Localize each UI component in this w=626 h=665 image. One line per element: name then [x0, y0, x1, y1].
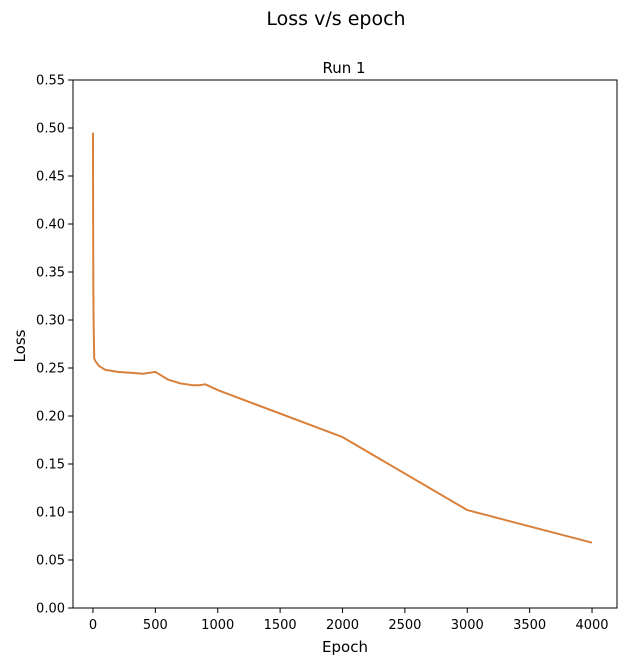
loss-series-line	[91, 132, 593, 544]
y-tick-label: 0.10	[36, 506, 65, 521]
y-tick-label: 0.50	[36, 122, 65, 137]
x-axis: 0 500 1000 1500 2000 2500 3000 3500 4000	[89, 608, 609, 633]
x-tick-label: 500	[143, 618, 168, 633]
x-tick-label: 2000	[326, 618, 359, 633]
x-tick-label: 3500	[513, 618, 546, 633]
y-axis-label: Loss	[11, 329, 29, 362]
plot-area	[91, 132, 593, 544]
y-tick-label: 0.55	[36, 74, 65, 89]
y-tick-label: 0.00	[36, 602, 65, 617]
plot-frame	[72, 79, 618, 609]
x-axis-label: Epoch	[322, 638, 368, 656]
y-tick-label: 0.15	[36, 458, 65, 473]
y-axis: 0.00 0.05 0.10 0.15 0.20 0.25 0.30 0.35 0.40 0.45…	[36, 74, 73, 617]
x-tick-label: 4000	[575, 618, 608, 633]
x-tick-label: 2500	[388, 618, 421, 633]
chart-suptitle: Loss v/s epoch	[266, 8, 405, 30]
y-tick-label: 0.20	[36, 410, 65, 425]
y-tick-label: 0.30	[36, 314, 65, 329]
y-tick-label: 0.25	[36, 362, 65, 377]
y-tick-label: 0.35	[36, 266, 65, 281]
y-tick-label: 0.40	[36, 218, 65, 233]
x-tick-label: 1000	[201, 618, 234, 633]
chart-title: Run 1	[322, 59, 365, 77]
x-tick-label: 1500	[264, 618, 297, 633]
y-tick-label: 0.45	[36, 170, 65, 185]
y-tick-label: 0.05	[36, 554, 65, 569]
x-tick-label: 3000	[451, 618, 484, 633]
x-tick-label: 0	[89, 618, 97, 633]
